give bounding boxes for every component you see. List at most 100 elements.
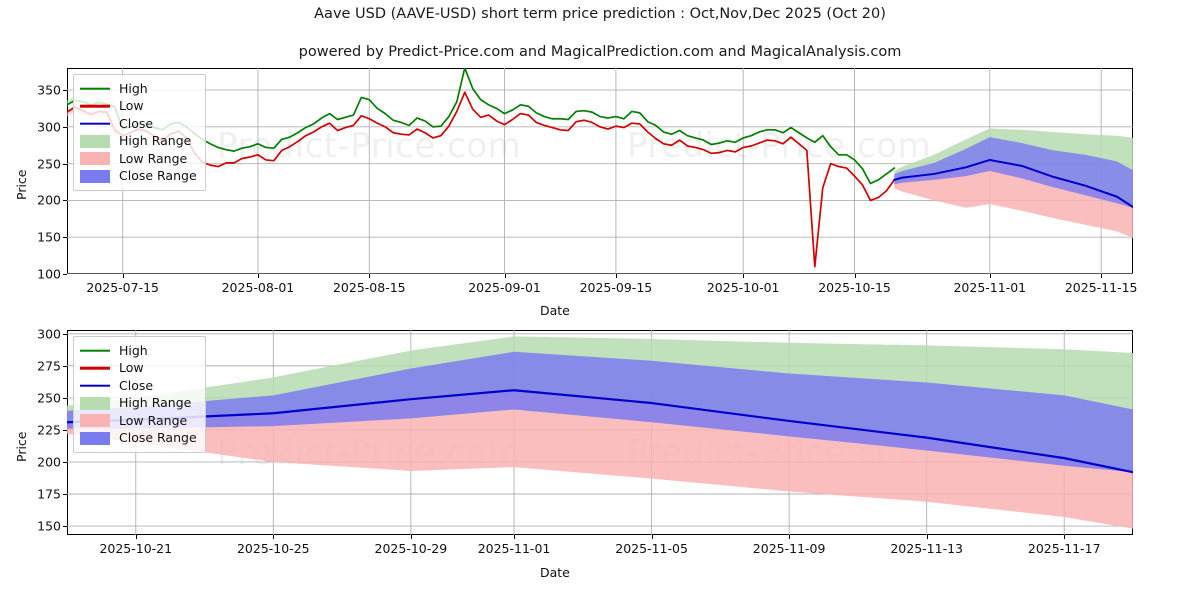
legend-item-label: High — [119, 342, 148, 358]
legend-swatch-icon — [80, 169, 110, 183]
x-tick-mark — [651, 535, 653, 539]
y-tick-mark — [63, 90, 67, 92]
legend-item-label: High — [119, 80, 148, 96]
y-tick-label: 300 — [37, 119, 61, 135]
y-tick-mark — [63, 461, 67, 463]
x-tick-label: 2025-10-25 — [236, 541, 310, 556]
legend-item-label: Close — [119, 115, 154, 131]
y-tick-label: 150 — [37, 518, 61, 534]
top-chart-plot — [67, 68, 1133, 274]
legend-swatch-icon — [80, 414, 110, 428]
bottom-x-axis-label: Date — [540, 565, 570, 580]
x-tick-label: 2025-10-21 — [99, 541, 173, 556]
x-tick-label: 2025-11-05 — [615, 541, 688, 556]
legend-item-close: Close — [80, 115, 197, 133]
y-tick-label: 300 — [37, 326, 61, 342]
y-tick-mark — [63, 126, 67, 128]
legend-item-high: High — [80, 342, 197, 360]
legend-swatch-icon — [80, 379, 110, 392]
legend-item-label: High Range — [119, 133, 192, 148]
legend-item-low: Low — [80, 98, 197, 116]
y-tick-mark — [63, 237, 67, 239]
x-tick-label: 2025-09-15 — [579, 280, 653, 295]
y-tick-label: 100 — [37, 266, 61, 282]
top-chart-panel: Predict-Price.com Predict-Price.com — [67, 68, 1133, 274]
x-tick-mark — [989, 274, 991, 278]
x-tick-label: 2025-11-01 — [477, 541, 551, 556]
y-tick-mark — [63, 365, 67, 367]
legend-swatch-icon — [80, 134, 110, 148]
legend-item-high-range: High Range — [80, 395, 197, 413]
y-tick-label: 275 — [37, 358, 61, 374]
legend-item-close-range: Close Range — [80, 168, 197, 186]
x-tick-label: 2025-10-01 — [706, 280, 780, 295]
x-tick-mark — [273, 535, 275, 539]
x-tick-mark — [854, 274, 856, 278]
x-tick-mark — [514, 535, 516, 539]
x-tick-label: 2025-07-15 — [86, 280, 159, 295]
y-tick-mark — [63, 397, 67, 399]
legend-swatch-icon — [80, 362, 110, 375]
y-tick-label: 225 — [37, 422, 61, 438]
legend-swatch-icon — [80, 344, 110, 357]
x-tick-mark — [122, 274, 124, 278]
x-tick-mark — [135, 535, 137, 539]
x-tick-mark — [257, 274, 259, 278]
y-tick-label: 200 — [37, 454, 61, 470]
y-tick-mark — [63, 429, 67, 431]
legend-item-label: High Range — [119, 395, 192, 410]
x-tick-mark — [369, 274, 371, 278]
legend-swatch-icon — [80, 100, 110, 113]
y-tick-label: 175 — [37, 486, 61, 502]
legend-item-low-range: Low Range — [80, 150, 197, 168]
legend-item-label: Close — [119, 377, 154, 393]
bottom-chart-legend: High Low Close High Range Low Range Close Ran… — [73, 336, 206, 453]
y-tick-mark — [63, 494, 67, 495]
legend-item-label: Low Range — [119, 412, 188, 428]
y-tick-label: 250 — [37, 156, 61, 172]
y-tick-mark — [63, 333, 67, 335]
page-subtitle: powered by Predict-Price.com and Magical… — [298, 44, 902, 60]
y-tick-label: 250 — [37, 390, 61, 406]
y-tick-mark — [63, 200, 67, 202]
legend-item-label: Low Range — [119, 150, 188, 166]
y-tick-mark — [63, 163, 67, 165]
bottom-chart-plot — [67, 330, 1133, 535]
top-x-axis-label: Date — [540, 303, 570, 318]
x-tick-mark — [926, 535, 928, 539]
y-tick-mark — [63, 526, 67, 528]
x-tick-label: 2025-08-15 — [332, 280, 406, 295]
x-tick-mark — [504, 274, 506, 278]
x-tick-label: 2025-11-15 — [1064, 280, 1138, 295]
legend-item-high-range: High Range — [80, 133, 197, 151]
x-tick-mark — [1101, 274, 1103, 278]
legend-item-close: Close — [80, 377, 197, 395]
legend-item-low: Low — [80, 360, 197, 378]
x-tick-mark — [410, 535, 412, 539]
top-chart-legend: High Low Close High Range Low Range Close Ran… — [73, 74, 206, 191]
x-tick-mark — [789, 535, 791, 539]
x-tick-mark — [743, 274, 745, 278]
y-tick-mark — [63, 274, 67, 275]
y-tick-label: 350 — [37, 82, 61, 98]
legend-item-label: Close Range — [119, 168, 197, 183]
x-tick-label: 2025-10-29 — [374, 541, 448, 556]
page-title: Aave USD (AAVE-USD) short term price pre… — [314, 6, 886, 22]
legend-swatch-icon — [80, 117, 110, 130]
legend-item-low-range: Low Range — [80, 412, 197, 430]
bottom-chart-panel: Predict-Price.com Predict-Price.com — [67, 330, 1133, 535]
legend-swatch-icon — [80, 152, 110, 166]
y-tick-label: 150 — [37, 229, 61, 245]
legend-swatch-icon — [80, 431, 110, 445]
x-tick-label: 2025-10-15 — [818, 280, 891, 295]
x-tick-label: 2025-08-01 — [221, 280, 295, 295]
legend-swatch-icon — [80, 396, 110, 410]
y-tick-label: 200 — [37, 192, 61, 208]
x-tick-label: 2025-11-17 — [1027, 541, 1101, 556]
legend-item-label: Low — [119, 360, 144, 375]
legend-item-label: Low — [119, 98, 144, 113]
x-tick-mark — [1064, 535, 1066, 539]
legend-item-close-range: Close Range — [80, 430, 197, 448]
legend-item-label: Close Range — [119, 430, 197, 445]
